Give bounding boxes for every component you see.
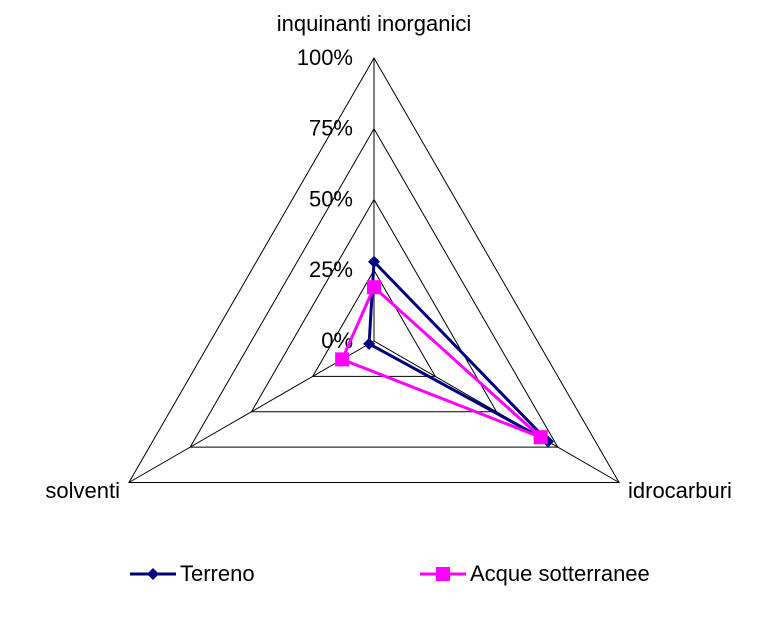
category-label: inquinanti inorganici <box>277 11 471 36</box>
tick-label: 75% <box>309 116 353 141</box>
category-label: solventi <box>45 478 120 503</box>
axis-spoke <box>128 340 375 483</box>
legend-label: Terreno <box>180 561 255 586</box>
data-point <box>368 255 380 268</box>
category-label: idrocarburi <box>628 478 732 503</box>
legend-label: Acque sotterranee <box>470 561 650 586</box>
grid-ring <box>128 57 620 483</box>
grid-ring <box>311 269 437 377</box>
grid-ring <box>189 127 559 448</box>
tick-label: 25% <box>309 257 353 282</box>
legend-marker <box>147 568 159 580</box>
data-point <box>533 430 548 445</box>
grid-ring <box>250 198 498 413</box>
data-point <box>367 280 381 295</box>
tick-label: 100% <box>297 45 353 70</box>
legend-marker <box>436 567 450 581</box>
data-point <box>335 352 350 367</box>
data-point <box>363 337 376 350</box>
series-line <box>367 258 550 443</box>
tick-label: 50% <box>309 186 353 211</box>
series-line <box>340 284 542 439</box>
